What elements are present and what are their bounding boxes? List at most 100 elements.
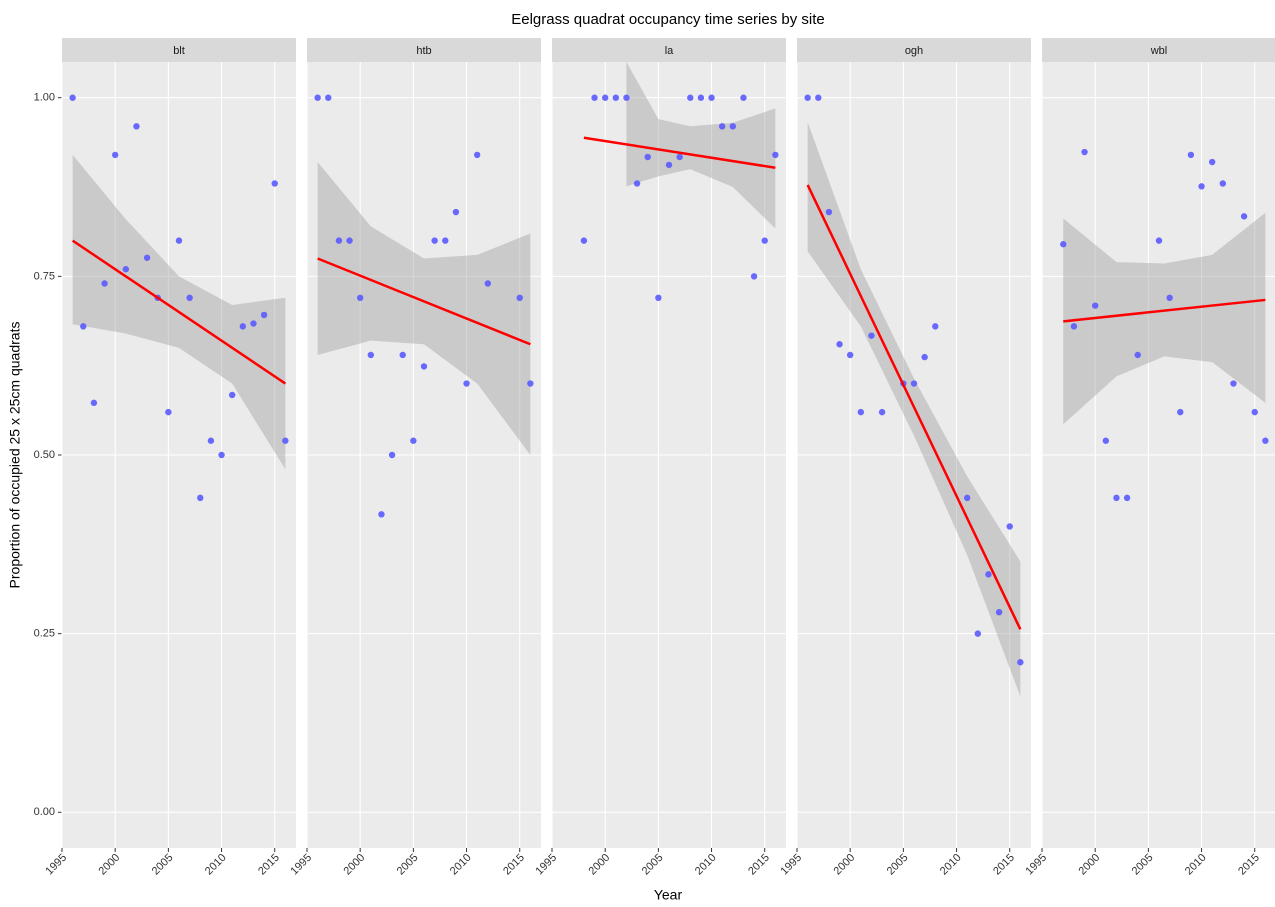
point bbox=[452, 208, 460, 216]
x-tick-label: 2000 bbox=[342, 852, 368, 878]
x-tick-label: 2005 bbox=[150, 852, 176, 878]
point bbox=[335, 237, 343, 244]
x-axis-title: Year bbox=[654, 887, 683, 903]
point bbox=[718, 123, 726, 130]
point bbox=[420, 363, 428, 370]
x-tick-label: 2010 bbox=[1183, 852, 1209, 878]
point bbox=[1155, 237, 1163, 244]
point bbox=[836, 341, 843, 348]
x-tick-label: 2015 bbox=[1236, 852, 1262, 878]
point bbox=[676, 153, 683, 161]
point bbox=[250, 320, 257, 327]
point bbox=[1187, 151, 1195, 159]
point bbox=[612, 94, 620, 101]
point bbox=[69, 94, 76, 101]
point bbox=[1081, 148, 1088, 156]
y-tick-label: 1.00 bbox=[34, 92, 55, 104]
point bbox=[878, 408, 886, 416]
point bbox=[80, 323, 87, 330]
point bbox=[921, 353, 928, 361]
point bbox=[356, 294, 364, 301]
point bbox=[1219, 180, 1227, 187]
point bbox=[271, 180, 278, 187]
point bbox=[228, 391, 236, 399]
x-tick-label: 2000 bbox=[97, 852, 123, 878]
point bbox=[868, 332, 875, 339]
point bbox=[591, 94, 598, 101]
point bbox=[143, 254, 151, 261]
point bbox=[825, 208, 833, 216]
panel-marks bbox=[804, 94, 1024, 697]
point bbox=[644, 153, 651, 161]
point bbox=[442, 237, 449, 244]
point bbox=[963, 494, 971, 502]
chart-title: Eelgrass quadrat occupancy time series b… bbox=[511, 11, 824, 28]
point bbox=[1240, 213, 1248, 220]
point bbox=[378, 511, 385, 518]
point bbox=[697, 94, 705, 101]
point bbox=[218, 451, 225, 459]
strip-label: la bbox=[665, 45, 674, 57]
point bbox=[729, 123, 737, 130]
point bbox=[186, 294, 193, 301]
x-tick-label: 2015 bbox=[256, 852, 282, 878]
fit-line bbox=[317, 257, 531, 346]
point bbox=[750, 273, 758, 280]
point bbox=[995, 609, 1003, 616]
x-tick-label: 2015 bbox=[991, 852, 1017, 878]
point bbox=[1251, 408, 1258, 416]
point bbox=[655, 294, 662, 301]
y-tick-label: 0.75 bbox=[34, 270, 55, 282]
point bbox=[133, 123, 140, 130]
point bbox=[974, 630, 982, 637]
fit-line bbox=[71, 239, 287, 385]
point bbox=[1123, 494, 1131, 502]
panel-marks bbox=[314, 94, 534, 518]
point bbox=[260, 311, 268, 319]
point bbox=[804, 94, 811, 101]
point bbox=[207, 437, 215, 444]
strip-label: htb bbox=[416, 45, 431, 57]
point bbox=[527, 380, 534, 387]
x-tick-label: 2000 bbox=[1077, 852, 1103, 878]
x-tick-label: 2005 bbox=[640, 852, 666, 878]
strip-label: blt bbox=[173, 45, 185, 57]
x-tick-label: 2000 bbox=[587, 852, 613, 878]
x-tick-label: 1995 bbox=[533, 852, 559, 878]
x-tick-label: 2015 bbox=[501, 852, 527, 878]
x-tick-label: 2010 bbox=[448, 852, 474, 878]
y-tick-label: 0.00 bbox=[34, 806, 55, 818]
fit-line bbox=[583, 136, 776, 169]
y-tick-label: 0.50 bbox=[34, 449, 55, 461]
point bbox=[282, 437, 289, 444]
point bbox=[1006, 523, 1013, 530]
point bbox=[1102, 437, 1110, 444]
x-tick-label: 1995 bbox=[288, 852, 314, 878]
x-tick-label: 1995 bbox=[43, 852, 69, 878]
point bbox=[1166, 294, 1173, 301]
point bbox=[325, 94, 332, 101]
point bbox=[239, 323, 247, 330]
point bbox=[516, 294, 523, 301]
fit-line bbox=[806, 184, 1022, 630]
point bbox=[463, 380, 470, 387]
x-tick-label: 2010 bbox=[203, 852, 229, 878]
point bbox=[314, 94, 321, 101]
point bbox=[1208, 158, 1216, 166]
point bbox=[175, 237, 183, 244]
point bbox=[910, 380, 918, 387]
point bbox=[687, 94, 694, 101]
x-tick-label: 2010 bbox=[693, 852, 719, 878]
confidence-band bbox=[1063, 212, 1266, 425]
point bbox=[473, 151, 481, 159]
point bbox=[101, 280, 108, 287]
point bbox=[708, 94, 715, 101]
point bbox=[665, 161, 673, 169]
point bbox=[1113, 494, 1120, 502]
strip-background bbox=[1042, 38, 1275, 62]
point bbox=[410, 437, 417, 444]
x-tick-label: 2010 bbox=[938, 852, 964, 878]
strip-background bbox=[552, 38, 786, 62]
strip-background bbox=[797, 38, 1031, 62]
